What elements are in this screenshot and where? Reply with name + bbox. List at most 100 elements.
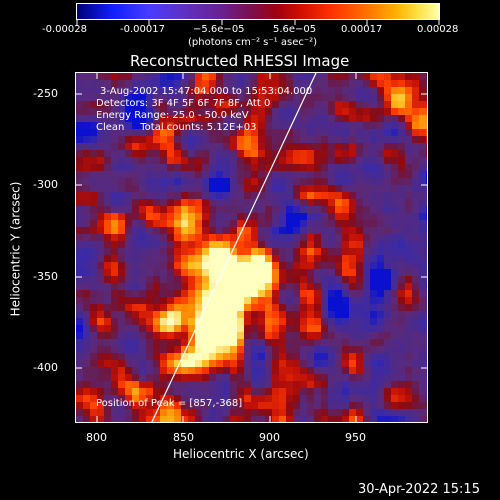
image-pixel xyxy=(209,318,217,326)
image-pixel xyxy=(202,241,210,249)
image-pixel xyxy=(328,304,336,312)
image-pixel xyxy=(160,94,168,102)
image-pixel xyxy=(398,129,406,137)
image-pixel xyxy=(412,199,420,207)
image-pixel xyxy=(349,297,357,305)
image-pixel xyxy=(363,108,371,116)
image-pixel xyxy=(125,185,133,193)
image-pixel xyxy=(272,164,280,172)
image-pixel xyxy=(181,381,189,389)
image-pixel xyxy=(230,143,238,151)
image-pixel xyxy=(265,388,273,396)
image-pixel xyxy=(104,332,112,340)
image-pixel xyxy=(139,311,147,319)
image-pixel xyxy=(244,290,252,298)
image-pixel xyxy=(335,248,343,256)
image-pixel xyxy=(83,192,91,200)
image-pixel xyxy=(405,178,413,186)
image-pixel xyxy=(125,178,133,186)
image-pixel xyxy=(125,346,133,354)
image-pixel xyxy=(174,73,182,81)
image-pixel xyxy=(153,136,161,144)
image-pixel xyxy=(83,80,91,88)
image-pixel xyxy=(342,248,350,256)
image-pixel xyxy=(300,367,308,375)
image-pixel xyxy=(132,73,140,81)
image-pixel xyxy=(111,178,119,186)
image-pixel xyxy=(405,290,413,298)
image-pixel xyxy=(279,332,287,340)
image-pixel xyxy=(412,290,420,298)
image-pixel xyxy=(167,108,175,116)
image-pixel xyxy=(167,248,175,256)
image-pixel xyxy=(405,129,413,137)
image-pixel xyxy=(412,108,420,116)
image-pixel xyxy=(244,332,252,340)
image-pixel xyxy=(223,80,231,88)
image-pixel xyxy=(76,234,84,242)
image-pixel xyxy=(258,157,266,165)
image-pixel xyxy=(146,395,154,403)
image-pixel xyxy=(412,339,420,347)
image-pixel xyxy=(321,304,329,312)
image-pixel xyxy=(412,255,420,263)
image-pixel xyxy=(251,213,259,221)
image-pixel xyxy=(286,339,294,347)
image-pixel xyxy=(139,318,147,326)
image-pixel xyxy=(342,234,350,242)
image-pixel xyxy=(272,283,280,291)
image-pixel xyxy=(146,171,154,179)
image-pixel xyxy=(104,136,112,144)
image-pixel xyxy=(153,227,161,235)
image-pixel xyxy=(237,73,245,81)
image-pixel xyxy=(139,262,147,270)
colorbar-tick-label: −5.6e−05 xyxy=(193,24,245,35)
image-pixel xyxy=(307,402,315,410)
image-pixel xyxy=(202,192,210,200)
image-pixel xyxy=(300,150,308,158)
image-pixel xyxy=(83,199,91,207)
image-pixel xyxy=(237,199,245,207)
image-pixel xyxy=(370,150,378,158)
image-pixel xyxy=(349,346,357,354)
image-pixel xyxy=(426,94,427,102)
image-pixel xyxy=(209,129,217,137)
image-pixel xyxy=(412,297,420,305)
image-pixel xyxy=(188,262,196,270)
image-pixel xyxy=(90,290,98,298)
image-pixel xyxy=(349,185,357,193)
image-pixel xyxy=(328,402,336,410)
image-pixel xyxy=(251,325,259,333)
image-pixel xyxy=(125,136,133,144)
image-pixel xyxy=(314,87,322,95)
image-pixel xyxy=(83,276,91,284)
image-pixel xyxy=(363,150,371,158)
image-pixel xyxy=(125,416,133,422)
image-pixel xyxy=(216,304,224,312)
image-pixel xyxy=(363,199,371,207)
image-pixel xyxy=(125,234,133,242)
image-pixel xyxy=(272,367,280,375)
image-pixel xyxy=(335,241,343,249)
colorbar-tick-label: 0.00017 xyxy=(341,24,383,35)
image-pixel xyxy=(146,234,154,242)
image-pixel xyxy=(223,269,231,277)
image-pixel xyxy=(104,94,112,102)
image-pixel xyxy=(209,353,217,361)
image-pixel xyxy=(139,171,147,179)
image-pixel xyxy=(314,290,322,298)
image-pixel xyxy=(412,94,420,102)
image-pixel xyxy=(237,346,245,354)
image-pixel xyxy=(349,87,357,95)
image-pixel xyxy=(174,143,182,151)
image-pixel xyxy=(335,129,343,137)
image-pixel xyxy=(272,332,280,340)
image-pixel xyxy=(76,276,84,284)
image-pixel xyxy=(342,332,350,340)
image-pixel xyxy=(202,388,210,396)
image-pixel xyxy=(223,339,231,347)
image-pixel xyxy=(216,164,224,172)
image-pixel xyxy=(342,192,350,200)
image-pixel xyxy=(216,108,224,116)
image-pixel xyxy=(118,178,126,186)
